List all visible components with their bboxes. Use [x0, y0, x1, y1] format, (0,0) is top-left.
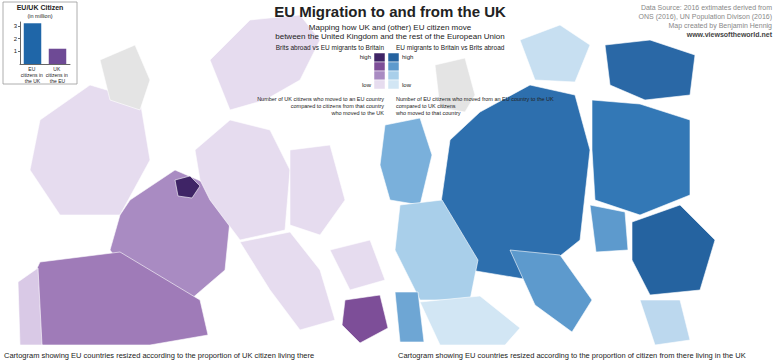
svg-text:Number of EU citizens who move: Number of EU citizens who moved from an …	[396, 96, 554, 102]
svg-text:EU: EU	[28, 66, 37, 72]
svg-text:the EU: the EU	[50, 78, 66, 84]
svg-text:EU/UK Citizen: EU/UK Citizen	[17, 4, 64, 11]
svg-text:the UK: the UK	[25, 78, 41, 84]
svg-text:high: high	[360, 54, 371, 60]
svg-text:UK: UK	[53, 66, 62, 72]
svg-text:compared to UK citizens: compared to UK citizens	[396, 103, 456, 109]
svg-text:www.viewsoftheworld.net: www.viewsoftheworld.net	[686, 31, 773, 38]
svg-text:low: low	[402, 82, 412, 88]
svg-text:(in million): (in million)	[27, 13, 52, 19]
svg-text:3: 3	[14, 23, 18, 29]
svg-text:citizens in: citizens in	[45, 72, 70, 78]
svg-text:who moved to that country: who moved to that country	[395, 110, 461, 116]
svg-text:1: 1	[14, 48, 18, 54]
svg-text:2: 2	[14, 36, 18, 42]
svg-text:low: low	[362, 82, 372, 88]
svg-text:who moved to the UK: who moved to the UK	[330, 110, 384, 116]
svg-text:between the United Kingdom and: between the United Kingdom and the rest …	[275, 32, 505, 41]
svg-text:Data Source: 2016 extimates de: Data Source: 2016 extimates derived from	[641, 4, 772, 11]
svg-text:Map created by Benjamin Hennig: Map created by Benjamin Hennig	[668, 22, 772, 30]
svg-text:compared to citizens from that: compared to citizens from that country	[291, 103, 384, 109]
svg-text:high: high	[402, 54, 413, 60]
svg-text:Mapping how UK and (other) EU: Mapping how UK and (other) EU citizen mo…	[309, 23, 472, 32]
svg-text:Brits abroad vs EU migrants to: Brits abroad vs EU migrants to Britain	[276, 44, 385, 52]
svg-text:Cartogram showing EU countries: Cartogram showing EU countries resized a…	[398, 351, 746, 360]
svg-text:Cartogram showing EU countries: Cartogram showing EU countries resized a…	[4, 351, 314, 360]
svg-text:EU Migration to and from the U: EU Migration to and from the UK	[274, 3, 506, 20]
svg-text:EU migrants to Britain vs Brit: EU migrants to Britain vs Brits abroad	[396, 44, 505, 52]
svg-text:citizens in: citizens in	[20, 72, 45, 78]
svg-text:ONS (2016), UN Population Divi: ONS (2016), UN Population Divison (2016)	[639, 13, 772, 21]
svg-text:Number of UK citizens who move: Number of UK citizens who moved to an EU…	[257, 96, 384, 102]
